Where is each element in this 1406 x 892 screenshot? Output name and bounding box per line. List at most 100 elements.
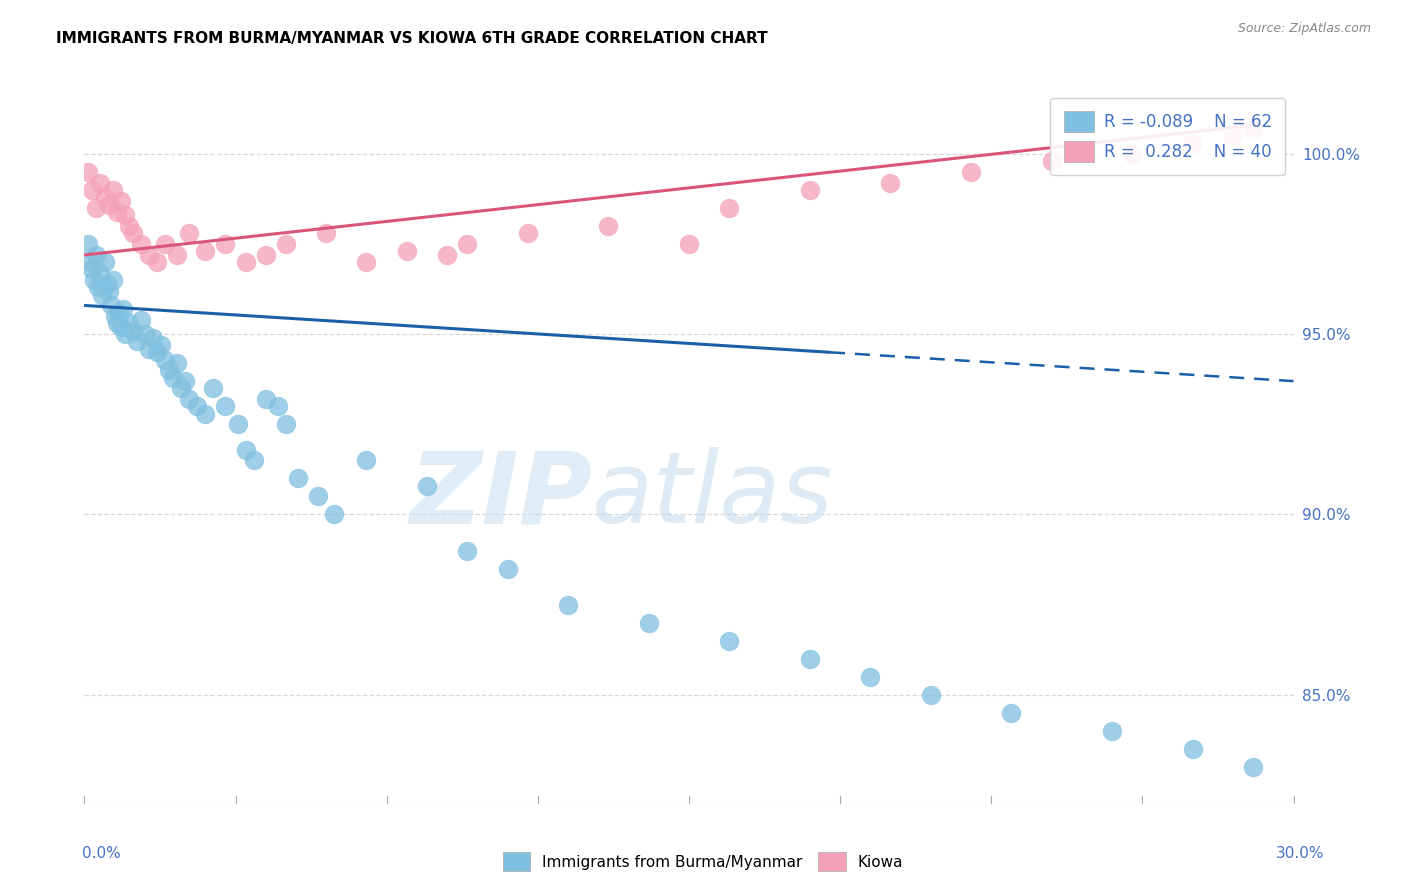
Point [104, 310, 127, 324]
Point [105, 317, 128, 331]
Point [96, 277, 118, 291]
Point [101, 183, 124, 197]
Point [287, 471, 309, 485]
Point [678, 237, 700, 252]
Point [242, 453, 264, 467]
Point [82, 183, 104, 197]
Point [166, 248, 188, 262]
Point [799, 651, 821, 665]
Point [1241, 760, 1264, 774]
Point [114, 327, 136, 342]
Point [121, 324, 143, 338]
Point [87, 280, 110, 294]
Point [134, 327, 156, 342]
Point [121, 227, 143, 241]
Point [920, 688, 942, 702]
Point [179, 392, 201, 406]
Point [157, 363, 180, 377]
Point [82, 262, 104, 277]
Point [153, 237, 176, 252]
Point [496, 561, 519, 575]
Point [274, 237, 297, 252]
Point [1101, 723, 1123, 738]
Point [1121, 147, 1143, 161]
Point [149, 338, 172, 352]
Point [100, 298, 122, 312]
Point [89, 176, 111, 190]
Point [436, 248, 458, 262]
Text: 0.0%: 0.0% [82, 847, 121, 861]
Point [267, 400, 290, 414]
Point [93, 255, 115, 269]
Point [307, 490, 329, 504]
Text: IMMIGRANTS FROM BURMA/MYANMAR VS KIOWA 6TH GRADE CORRELATION CHART: IMMIGRANTS FROM BURMA/MYANMAR VS KIOWA 6… [56, 31, 768, 46]
Point [1181, 741, 1204, 756]
Point [214, 400, 236, 414]
Point [110, 320, 132, 334]
Point [79, 255, 101, 269]
Point [129, 313, 152, 327]
Point [118, 219, 141, 234]
Point [83, 273, 105, 287]
Point [202, 381, 225, 395]
Point [146, 345, 169, 359]
Point [416, 478, 439, 492]
Point [107, 306, 129, 320]
Point [226, 417, 249, 432]
Point [718, 633, 741, 648]
Point [194, 244, 217, 259]
Point [153, 352, 176, 367]
Point [859, 670, 882, 684]
Point [162, 370, 184, 384]
Point [1241, 121, 1264, 136]
Point [138, 248, 160, 262]
Point [557, 598, 579, 612]
Point [598, 219, 620, 234]
Point [235, 255, 257, 269]
Point [235, 442, 257, 457]
Point [186, 400, 208, 414]
Point [129, 237, 152, 252]
Point [179, 227, 201, 241]
Point [456, 237, 478, 252]
Point [799, 183, 821, 197]
Point [93, 190, 115, 204]
Text: 30.0%: 30.0% [1277, 847, 1324, 861]
Point [356, 453, 378, 467]
Text: ZIP: ZIP [409, 448, 592, 544]
Point [97, 284, 120, 298]
Point [118, 317, 141, 331]
Point [274, 417, 297, 432]
Point [456, 543, 478, 558]
Point [174, 374, 197, 388]
Point [101, 273, 124, 287]
Point [110, 194, 132, 208]
Text: Source: ZipAtlas.com: Source: ZipAtlas.com [1237, 22, 1371, 36]
Point [1040, 154, 1063, 169]
Point [254, 248, 277, 262]
Point [86, 248, 108, 262]
Point [395, 244, 418, 259]
Point [89, 266, 111, 280]
Point [77, 165, 100, 179]
Point [637, 615, 659, 630]
Point [1181, 136, 1204, 151]
Point [516, 227, 538, 241]
Point [86, 201, 108, 215]
Point [315, 227, 337, 241]
Point [125, 334, 148, 349]
Point [254, 392, 277, 406]
Point [718, 201, 741, 215]
Legend: Immigrants from Burma/Myanmar, Kiowa: Immigrants from Burma/Myanmar, Kiowa [496, 847, 910, 877]
Point [960, 165, 983, 179]
Point [105, 204, 128, 219]
Point [146, 255, 169, 269]
Text: atlas: atlas [592, 448, 834, 544]
Point [111, 301, 134, 316]
Point [77, 237, 100, 252]
Legend: R = -0.089    N = 62, R =  0.282    N = 40: R = -0.089 N = 62, R = 0.282 N = 40 [1050, 97, 1285, 176]
Point [138, 342, 160, 356]
Point [214, 237, 236, 252]
Point [166, 356, 188, 370]
Point [170, 381, 193, 395]
